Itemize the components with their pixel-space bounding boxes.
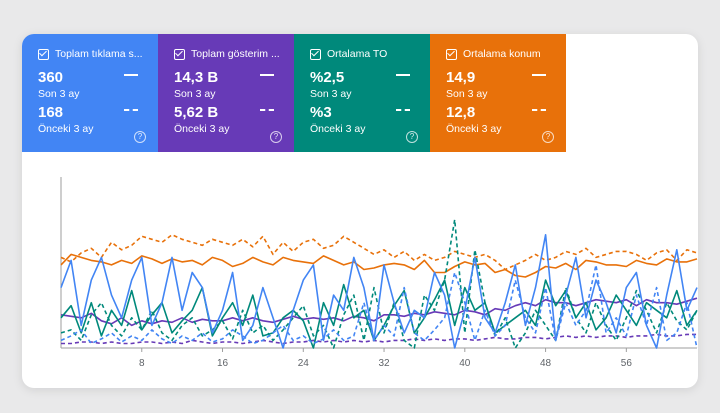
metric-header: Ortalama konum bbox=[446, 48, 566, 60]
help-icon[interactable]: ? bbox=[134, 131, 146, 143]
x-tick-label: 56 bbox=[621, 358, 633, 369]
performance-card: Toplam tıklama s... 360 Son 3 ay 168 Önceki … bbox=[22, 34, 698, 388]
metric-previous-period: Önceki 3 ay bbox=[446, 123, 502, 135]
metric-previous-value: 168 bbox=[38, 104, 64, 121]
series-line-toplam-t-klama-current[interactable] bbox=[60, 234, 698, 349]
metric-current-value: 14,3 B bbox=[174, 69, 219, 86]
series-line-ortalama-konum-previous[interactable] bbox=[60, 234, 698, 271]
metric-current-value: %2,5 bbox=[310, 69, 345, 86]
series-line-ortalama-konum-current[interactable] bbox=[60, 253, 698, 278]
metric-header: Toplam gösterim ... bbox=[174, 48, 294, 60]
x-tick-label: 24 bbox=[298, 358, 310, 369]
series-line-toplam-g-sterim-previous[interactable] bbox=[61, 333, 697, 345]
metric-tiles: Toplam tıklama s... 360 Son 3 ay 168 Önceki … bbox=[22, 34, 566, 152]
metric-label: Ortalama konum bbox=[463, 48, 541, 60]
metric-header: Ortalama TO bbox=[310, 48, 430, 60]
metric-previous-value: 5,62 B bbox=[174, 104, 219, 121]
metric-current-period: Son 3 ay bbox=[446, 88, 488, 100]
checkbox-checked-icon[interactable] bbox=[38, 48, 49, 60]
metric-previous-period: Önceki 3 ay bbox=[310, 123, 366, 135]
metric-label: Toplam gösterim ... bbox=[191, 48, 280, 60]
dashed-line-legend-icon bbox=[124, 109, 138, 111]
metric-label: Toplam tıklama s... bbox=[55, 48, 143, 60]
help-icon[interactable]: ? bbox=[270, 131, 282, 143]
dashed-line-legend-icon bbox=[532, 109, 546, 111]
checkbox-checked-icon[interactable] bbox=[174, 48, 185, 60]
metric-tile-position[interactable]: Ortalama konum 14,9 Son 3 ay 12,8 Önceki 3 a… bbox=[430, 34, 566, 152]
x-tick-label: 32 bbox=[378, 358, 390, 369]
dashed-line-legend-icon bbox=[260, 109, 274, 111]
performance-chart: 8 16 24 32 40 48 56 bbox=[60, 177, 698, 369]
metric-previous-period: Önceki 3 ay bbox=[38, 123, 94, 135]
metric-header: Toplam tıklama s... bbox=[38, 48, 158, 60]
checkbox-checked-icon[interactable] bbox=[446, 48, 457, 60]
solid-line-legend-icon bbox=[396, 74, 410, 76]
solid-line-legend-icon bbox=[532, 74, 546, 76]
metric-previous-value: 12,8 bbox=[446, 104, 476, 121]
metric-tile-impressions[interactable]: Toplam gösterim ... 14,3 B Son 3 ay 5,62 B Ö… bbox=[158, 34, 294, 152]
dashed-line-legend-icon bbox=[396, 109, 410, 111]
metric-current-value: 14,9 bbox=[446, 69, 476, 86]
metric-current-period: Son 3 ay bbox=[310, 88, 352, 100]
metric-tile-clicks[interactable]: Toplam tıklama s... 360 Son 3 ay 168 Önceki … bbox=[22, 34, 158, 152]
help-icon[interactable]: ? bbox=[406, 131, 418, 143]
x-tick-label: 40 bbox=[459, 358, 471, 369]
series-line-toplam-t-klama-previous[interactable] bbox=[60, 264, 698, 349]
metric-previous-period: Önceki 3 ay bbox=[174, 123, 230, 135]
x-tick-label: 48 bbox=[540, 358, 552, 369]
metric-current-period: Son 3 ay bbox=[38, 88, 80, 100]
x-tick-label: 8 bbox=[139, 358, 145, 369]
metric-label: Ortalama TO bbox=[327, 48, 388, 60]
metric-previous-value: %3 bbox=[310, 104, 332, 121]
metric-current-value: 360 bbox=[38, 69, 64, 86]
checkbox-checked-icon[interactable] bbox=[310, 48, 321, 60]
solid-line-legend-icon bbox=[260, 74, 274, 76]
metric-current-period: Son 3 ay bbox=[174, 88, 216, 100]
x-tick-label: 16 bbox=[217, 358, 229, 369]
series-line-ortalama-to-previous[interactable] bbox=[60, 218, 698, 349]
help-icon[interactable]: ? bbox=[542, 131, 554, 143]
metric-tile-ctr[interactable]: Ortalama TO %2,5 Son 3 ay %3 Önceki 3 ay? bbox=[294, 34, 430, 152]
solid-line-legend-icon bbox=[124, 74, 138, 76]
